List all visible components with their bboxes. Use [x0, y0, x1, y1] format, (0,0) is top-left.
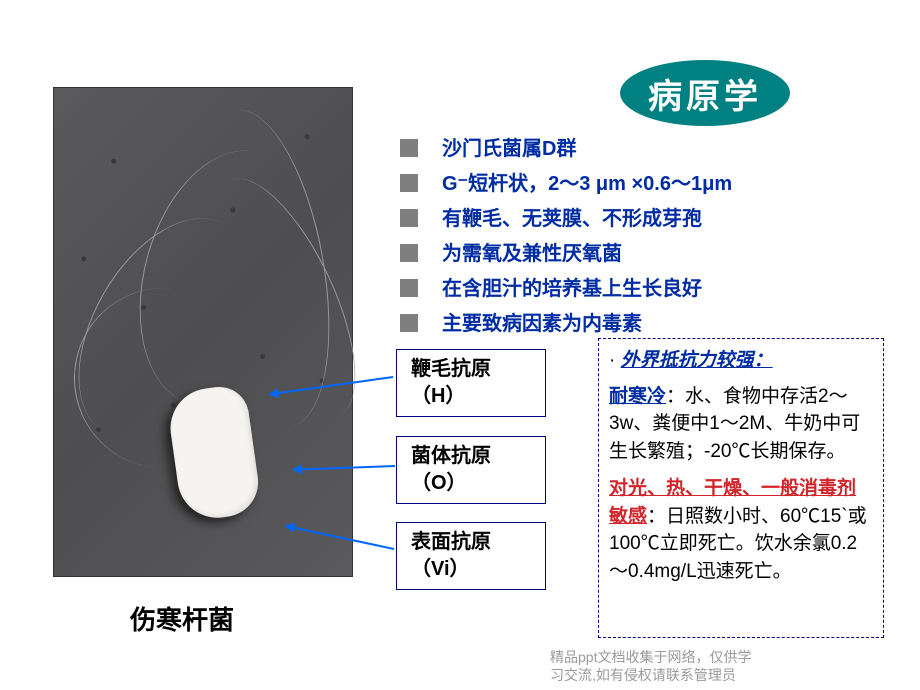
resistance-info-box: · 外界抵抗力较强： 耐寒冷：水、食物中存活2～3w、粪便中1～2M、牛奶中可生… [598, 338, 884, 638]
bullet-marker-icon [400, 139, 418, 157]
title-badge: 病原学 [620, 60, 790, 126]
bullet-marker-icon [400, 209, 418, 227]
bullet-list: 沙门氏菌属D群 G⁻短杆状，2～3 μm ×0.6～1μm 有鞭毛、无荚膜、不形… [400, 135, 900, 345]
bullet-text: 沙门氏菌属D群 [442, 135, 576, 164]
info-sens-text: ：日照数小时、60℃15`或100℃立即死亡。饮水余氯0.2～0.4mg/L迅速… [609, 506, 867, 582]
antigen-line2: （O） [411, 472, 467, 494]
bullet-item: 在含胆汁的培养基上生长良好 [400, 275, 900, 304]
antigen-line1: 菌体抗原 [411, 445, 491, 467]
antigen-line2: （H） [411, 385, 465, 407]
bullet-item: 沙门氏菌属D群 [400, 135, 900, 164]
slide: 伤寒杆菌 病原学 沙门氏菌属D群 G⁻短杆状，2～3 μm ×0.6～1μm 有… [0, 0, 920, 690]
bullet-text: 有鞭毛、无荚膜、不形成芽孢 [442, 205, 702, 234]
image-caption: 伤寒杆菌 [130, 600, 234, 637]
footer-line1: 精品ppt文档收集于网络，仅供学 [550, 649, 751, 665]
info-cold-section: 耐寒冷：水、食物中存活2～3w、粪便中1～2M、牛奶中可生长繁殖；-20℃长期保… [609, 383, 873, 466]
bullet-marker-icon [400, 244, 418, 262]
antigen-label-h: 鞭毛抗原 （H） [396, 349, 546, 417]
bullet-marker-icon [400, 279, 418, 297]
info-bullet: · [609, 350, 615, 371]
bullet-text: 主要致病因素为内毒素 [442, 310, 642, 339]
bullet-marker-icon [400, 314, 418, 332]
bullet-marker-icon [400, 174, 418, 192]
bullet-text: G⁻短杆状，2～3 μm ×0.6～1μm [442, 170, 732, 199]
footer-line2: 习交流,如有侵权请联系管理员 [550, 667, 736, 683]
bullet-text: 为需氧及兼性厌氧菌 [442, 240, 622, 269]
micrograph-image [53, 87, 353, 577]
antigen-line1: 表面抗原 [411, 531, 491, 553]
bullet-item: 为需氧及兼性厌氧菌 [400, 240, 900, 269]
footer-note: 精品ppt文档收集于网络，仅供学 习交流,如有侵权请联系管理员 [550, 648, 751, 684]
info-sensitivity-section: 对光、热、干燥、一般消毒剂敏感：日照数小时、60℃15`或100℃立即死亡。饮水… [609, 475, 873, 585]
info-heading-row: · 外界抵抗力较强： [609, 347, 873, 375]
bullet-item: 主要致病因素为内毒素 [400, 310, 900, 339]
bullet-text: 在含胆汁的培养基上生长良好 [442, 275, 702, 304]
bullet-item: 有鞭毛、无荚膜、不形成芽孢 [400, 205, 900, 234]
antigen-label-vi: 表面抗原 （Vi） [396, 522, 546, 590]
info-heading: 外界抵抗力较强： [621, 350, 773, 371]
image-texture [54, 88, 352, 576]
antigen-line1: 鞭毛抗原 [411, 358, 491, 380]
title-text: 病原学 [648, 69, 762, 118]
info-cold-label: 耐寒冷 [609, 386, 666, 407]
antigen-line2: （Vi） [411, 558, 470, 580]
bullet-item: G⁻短杆状，2～3 μm ×0.6～1μm [400, 170, 900, 199]
antigen-label-o: 菌体抗原 （O） [396, 436, 546, 504]
